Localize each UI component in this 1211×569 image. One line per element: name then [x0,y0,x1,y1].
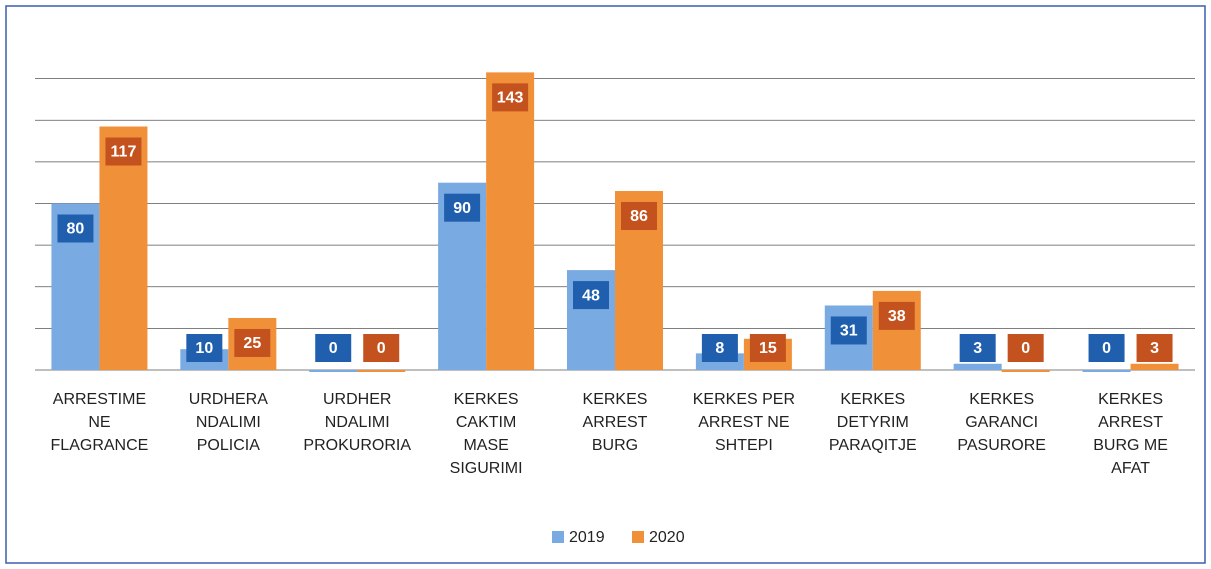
x-tick-label: KERKES ARREST BURG [583,391,648,454]
value-label-box [830,316,867,345]
x-tick-label: ARRESTIME NE FLAGRANCE [51,391,149,454]
value-label-box [878,301,915,330]
value-label-box [573,281,609,310]
legend-label: 2020 [649,529,685,546]
value-label-box [701,334,738,362]
bar [486,72,535,370]
value-label: 31 [840,323,858,340]
value-label-box [621,202,657,231]
legend-swatch [552,531,564,543]
legend-label: 2019 [569,529,605,546]
value-label-box [363,334,400,362]
value-label-box [959,334,996,362]
x-tick-label: KERKES ARREST BURG ME AFAT [1093,391,1168,477]
value-label: 38 [888,308,906,325]
frame [5,5,1206,564]
value-label-box [749,334,786,362]
x-tick-label: KERKES GARANCI PASURORE [957,391,1046,454]
value-label: 48 [582,287,600,304]
value-label-box [234,328,271,357]
value-label-box [1007,334,1044,362]
x-tick-label: KERKES CAKTIM MASE SIGURIMI [450,391,523,477]
bar [99,126,148,371]
value-label: 86 [630,208,648,225]
value-label: 117 [111,144,137,161]
bar [357,370,406,372]
value-label: 80 [67,221,85,238]
x-tick-label: KERKES PER ARREST NE SHTEPI [693,391,795,454]
value-label-box [315,334,352,362]
value-label-box [186,334,223,362]
value-label: 3 [1150,340,1159,357]
bar [1001,370,1050,372]
value-label-box [57,214,94,243]
bar [1130,363,1179,370]
value-label-box [444,193,481,222]
value-label: 0 [1021,340,1030,357]
value-label: 0 [1102,340,1111,357]
x-tick-label: URDHER NDALIMI PROKURORIA [303,391,411,454]
value-label-box [492,83,529,112]
x-tick-label: KERKES DETYRIM PARAQITJE [829,391,917,454]
value-label: 8 [715,340,724,357]
value-label-box [105,137,142,166]
value-label-box [1088,334,1125,362]
legend-swatch [632,531,644,543]
value-label-box [1136,334,1173,362]
bar [309,370,358,372]
bar [953,363,1002,370]
value-label: 10 [195,340,213,357]
bar [1082,370,1131,372]
value-label: 25 [243,335,261,352]
value-label: 0 [329,340,338,357]
value-label: 15 [759,340,777,357]
value-label: 3 [973,340,982,357]
x-tick-label: URDHERA NDALIMI POLICIA [189,391,268,454]
value-label: 143 [497,90,524,107]
value-label: 0 [377,340,386,357]
value-label: 90 [453,200,471,217]
